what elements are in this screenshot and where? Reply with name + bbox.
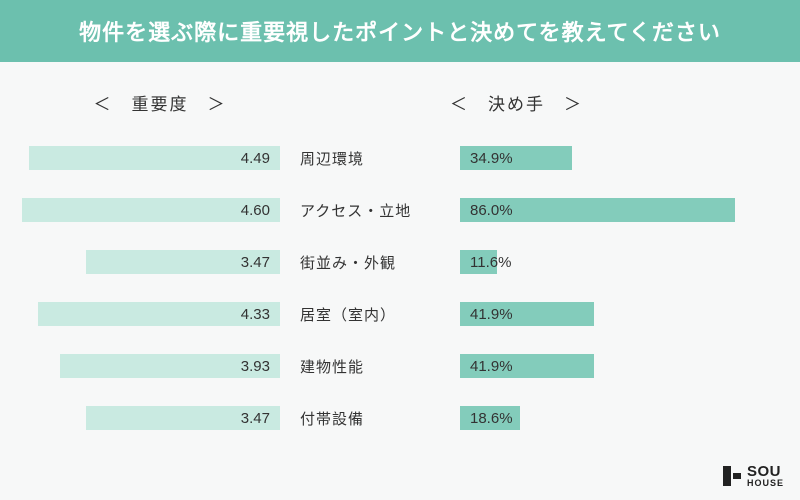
importance-bar-wrap: 3.47	[0, 406, 280, 430]
chart-row: 3.47付帯設備18.6%	[0, 399, 800, 437]
logo-icon	[723, 466, 743, 486]
importance-bar: 3.47	[86, 250, 280, 274]
category-label: 居室（室内）	[280, 304, 460, 325]
decision-bar: 11.6%	[460, 250, 497, 274]
importance-bar-wrap: 4.33	[0, 302, 280, 326]
decision-bar: 86.0%	[460, 198, 735, 222]
importance-bar: 4.33	[38, 302, 280, 326]
chart-row: 4.49周辺環境34.9%	[0, 139, 800, 177]
decision-bar-wrap: 86.0%	[460, 198, 780, 222]
header-decision: ＜ 決め手 ＞	[320, 90, 800, 115]
category-label: 街並み・外観	[280, 252, 460, 273]
chart-row: 3.93建物性能41.9%	[0, 347, 800, 385]
importance-bar-wrap: 4.60	[0, 198, 280, 222]
category-label: アクセス・立地	[280, 200, 460, 221]
importance-bar: 4.60	[22, 198, 280, 222]
category-label: 建物性能	[280, 356, 460, 377]
importance-bar-wrap: 4.49	[0, 146, 280, 170]
chart-row: 4.33居室（室内）41.9%	[0, 295, 800, 333]
column-headers: ＜ 重要度 ＞ ＜ 決め手 ＞	[0, 90, 800, 115]
importance-bar: 4.49	[29, 146, 280, 170]
decision-bar: 41.9%	[460, 302, 594, 326]
importance-bar-wrap: 3.47	[0, 250, 280, 274]
decision-bar: 18.6%	[460, 406, 520, 430]
decision-bar: 34.9%	[460, 146, 572, 170]
page-title: 物件を選ぶ際に重要視したポイントと決めてを教えてください	[0, 0, 800, 62]
decision-bar-wrap: 41.9%	[460, 302, 780, 326]
category-label: 周辺環境	[280, 148, 460, 169]
decision-bar-wrap: 41.9%	[460, 354, 780, 378]
importance-bar: 3.47	[86, 406, 280, 430]
header-importance: ＜ 重要度 ＞	[0, 90, 320, 115]
category-label: 付帯設備	[280, 408, 460, 429]
chart-row: 3.47街並み・外観11.6%	[0, 243, 800, 281]
brand-logo: SOU HOUSE	[723, 464, 784, 488]
decision-bar-wrap: 18.6%	[460, 406, 780, 430]
decision-bar: 41.9%	[460, 354, 594, 378]
decision-bar-wrap: 34.9%	[460, 146, 780, 170]
importance-bar-wrap: 3.93	[0, 354, 280, 378]
chart-rows: 4.49周辺環境34.9%4.60アクセス・立地86.0%3.47街並み・外観1…	[0, 139, 800, 437]
logo-text-bottom: HOUSE	[747, 479, 784, 488]
importance-bar: 3.93	[60, 354, 280, 378]
logo-text-top: SOU	[747, 464, 784, 479]
chart-row: 4.60アクセス・立地86.0%	[0, 191, 800, 229]
decision-bar-wrap: 11.6%	[460, 250, 780, 274]
